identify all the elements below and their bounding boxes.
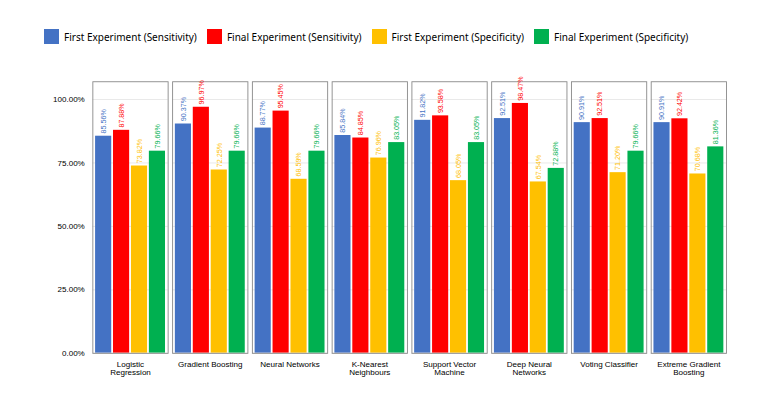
svg-text:92.51%: 92.51% (596, 91, 604, 116)
svg-text:68.59%: 68.59% (295, 152, 303, 177)
svg-text:83.05%: 83.05% (393, 115, 401, 140)
svg-text:73.82%: 73.82% (136, 138, 144, 163)
svg-text:85.84%: 85.84% (339, 108, 347, 133)
svg-text:Voting Classifier: Voting Classifier (580, 360, 638, 369)
svg-text:0.00%: 0.00% (62, 349, 85, 358)
svg-text:79.66%: 79.66% (233, 124, 241, 149)
svg-text:96.97%: 96.97% (198, 80, 206, 105)
html-text:First Experiment (Sensitivity): First Experiment (Sensitivity) (64, 29, 197, 44)
svg-text:70.68%: 70.68% (694, 146, 702, 171)
svg-text:84.85%: 84.85% (357, 110, 365, 135)
svg-text:25.00%: 25.00% (57, 285, 84, 294)
svg-text:91.82%: 91.82% (419, 93, 427, 118)
svg-text:Support VectorMachine: Support VectorMachine (423, 360, 477, 377)
svg-text:50.00%: 50.00% (57, 222, 84, 231)
svg-text:90.91%: 90.91% (578, 95, 586, 120)
svg-text:92.51%: 92.51% (499, 91, 507, 116)
svg-text:72.25%: 72.25% (216, 142, 224, 167)
svg-text:83.05%: 83.05% (473, 115, 481, 140)
svg-text:87.88%: 87.88% (118, 103, 126, 128)
svg-text:67.54%: 67.54% (535, 154, 543, 179)
svg-text:Deep NeuralNetworks: Deep NeuralNetworks (507, 360, 552, 377)
svg-text:71.20%: 71.20% (614, 145, 622, 170)
svg-text:76.96%: 76.96% (375, 130, 383, 155)
svg-text:Extreme GradientBoosting: Extreme GradientBoosting (657, 360, 721, 377)
svg-text:98.47%: 98.47% (517, 76, 525, 101)
svg-text:68.05%: 68.05% (455, 153, 463, 178)
svg-text:88.77%: 88.77% (259, 100, 267, 125)
svg-text:72.88%: 72.88% (552, 141, 560, 166)
svg-text:K-NearestNeighbours: K-NearestNeighbours (349, 360, 390, 377)
html-text:Final Experiment (Specificity): Final Experiment (Specificity) (554, 29, 689, 44)
html-text:Final Experiment (Sensitivity): Final Experiment (Sensitivity) (226, 29, 362, 44)
svg-text:Gradient Boosting: Gradient Boosting (178, 360, 242, 369)
svg-text:75.00%: 75.00% (57, 159, 84, 168)
svg-text:90.91%: 90.91% (658, 95, 666, 120)
svg-text:85.56%: 85.56% (100, 109, 108, 134)
svg-text:93.58%: 93.58% (437, 88, 445, 113)
svg-text:92.42%: 92.42% (676, 91, 684, 116)
svg-text:LogisticRegression: LogisticRegression (110, 360, 151, 377)
svg-text:79.66%: 79.66% (632, 124, 640, 149)
svg-text:79.66%: 79.66% (154, 124, 162, 149)
svg-text:90.37%: 90.37% (180, 96, 188, 121)
svg-text:Neural Networks: Neural Networks (260, 360, 319, 369)
svg-text:100.00%: 100.00% (53, 95, 85, 104)
svg-text:81.36%: 81.36% (712, 119, 720, 144)
html-text:First Experiment (Specificity): First Experiment (Specificity) (391, 29, 524, 44)
svg-text:95.45%: 95.45% (277, 83, 285, 108)
svg-text:79.66%: 79.66% (313, 124, 321, 149)
